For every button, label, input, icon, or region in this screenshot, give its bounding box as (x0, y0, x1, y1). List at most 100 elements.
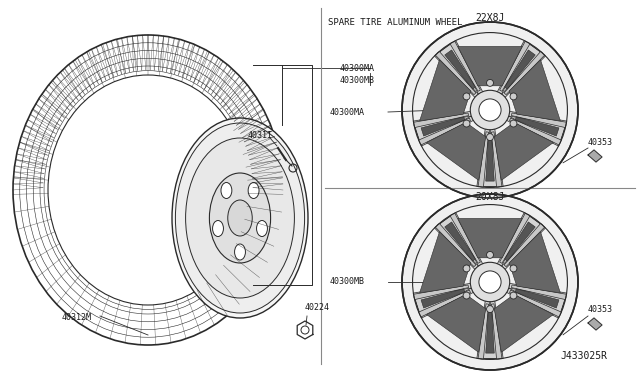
Polygon shape (413, 113, 468, 128)
Polygon shape (421, 117, 465, 136)
Ellipse shape (463, 93, 470, 100)
Text: 40312M: 40312M (62, 314, 92, 323)
Ellipse shape (486, 306, 493, 312)
Ellipse shape (175, 123, 305, 313)
Ellipse shape (510, 292, 517, 299)
Text: 40300MB: 40300MB (340, 76, 375, 84)
Polygon shape (504, 51, 545, 95)
Polygon shape (478, 304, 489, 359)
Text: SPARE TIRE ALUMINUM WHEEL: SPARE TIRE ALUMINUM WHEEL (328, 17, 462, 26)
Text: 40300MA: 40300MA (330, 108, 365, 116)
Ellipse shape (221, 183, 232, 199)
Polygon shape (506, 116, 566, 146)
Polygon shape (509, 290, 561, 317)
Polygon shape (445, 222, 476, 261)
Ellipse shape (172, 118, 308, 318)
Polygon shape (497, 212, 543, 267)
Polygon shape (458, 46, 522, 86)
Text: 20X8J: 20X8J (476, 192, 505, 202)
Polygon shape (486, 137, 494, 181)
Polygon shape (414, 288, 474, 318)
Polygon shape (435, 42, 479, 98)
Ellipse shape (510, 93, 517, 100)
Polygon shape (435, 51, 476, 95)
Polygon shape (508, 111, 566, 142)
Polygon shape (413, 285, 468, 299)
Polygon shape (492, 304, 502, 359)
Polygon shape (497, 41, 543, 95)
Text: 40300MB: 40300MB (330, 278, 365, 286)
Polygon shape (419, 290, 470, 317)
Polygon shape (435, 224, 476, 267)
Ellipse shape (486, 80, 493, 86)
Polygon shape (506, 288, 566, 318)
Text: 40353: 40353 (588, 305, 613, 314)
Polygon shape (492, 132, 502, 187)
Polygon shape (477, 300, 499, 359)
Text: 40224: 40224 (305, 304, 330, 312)
Polygon shape (494, 122, 554, 180)
Ellipse shape (463, 265, 470, 272)
Polygon shape (486, 309, 494, 353)
Text: 40300MA: 40300MA (340, 64, 375, 73)
Polygon shape (420, 232, 471, 293)
Polygon shape (413, 283, 472, 315)
Polygon shape (477, 128, 499, 187)
Polygon shape (481, 128, 503, 187)
Polygon shape (435, 214, 479, 270)
Polygon shape (481, 300, 503, 359)
Polygon shape (450, 41, 481, 91)
Ellipse shape (257, 221, 268, 237)
Polygon shape (588, 150, 602, 162)
Polygon shape (508, 283, 566, 315)
Polygon shape (515, 117, 559, 136)
Ellipse shape (248, 183, 259, 199)
Polygon shape (500, 213, 530, 263)
Text: J433025R: J433025R (560, 351, 607, 361)
Ellipse shape (209, 173, 271, 263)
Ellipse shape (228, 200, 252, 236)
Polygon shape (588, 318, 602, 330)
Ellipse shape (463, 120, 470, 127)
Ellipse shape (470, 262, 509, 302)
Text: 4031I: 4031I (248, 131, 273, 140)
Polygon shape (501, 42, 545, 98)
Polygon shape (504, 222, 535, 261)
Ellipse shape (486, 251, 493, 258)
Polygon shape (511, 113, 566, 128)
Ellipse shape (212, 221, 223, 237)
Polygon shape (509, 232, 561, 293)
Ellipse shape (186, 138, 294, 298)
Polygon shape (494, 294, 554, 352)
Ellipse shape (479, 271, 501, 293)
Ellipse shape (463, 292, 470, 299)
Polygon shape (427, 294, 486, 352)
Polygon shape (421, 289, 465, 308)
Ellipse shape (234, 244, 246, 260)
Polygon shape (504, 50, 535, 89)
Polygon shape (515, 289, 559, 308)
Polygon shape (414, 116, 474, 146)
Polygon shape (420, 60, 471, 121)
Ellipse shape (486, 134, 493, 141)
Polygon shape (458, 218, 522, 258)
Ellipse shape (470, 90, 509, 130)
Polygon shape (437, 41, 483, 95)
Ellipse shape (402, 194, 578, 370)
Polygon shape (500, 41, 530, 91)
Ellipse shape (510, 120, 517, 127)
Text: 22X8J: 22X8J (476, 13, 505, 23)
Polygon shape (504, 224, 545, 267)
Polygon shape (509, 118, 561, 145)
Polygon shape (427, 122, 486, 180)
Polygon shape (511, 285, 566, 299)
Ellipse shape (402, 22, 578, 198)
Polygon shape (413, 111, 472, 142)
Polygon shape (509, 60, 561, 121)
Ellipse shape (510, 265, 517, 272)
Ellipse shape (479, 99, 501, 121)
Polygon shape (501, 214, 545, 270)
Polygon shape (419, 118, 470, 145)
Text: 40353: 40353 (588, 138, 613, 147)
Polygon shape (445, 50, 476, 89)
